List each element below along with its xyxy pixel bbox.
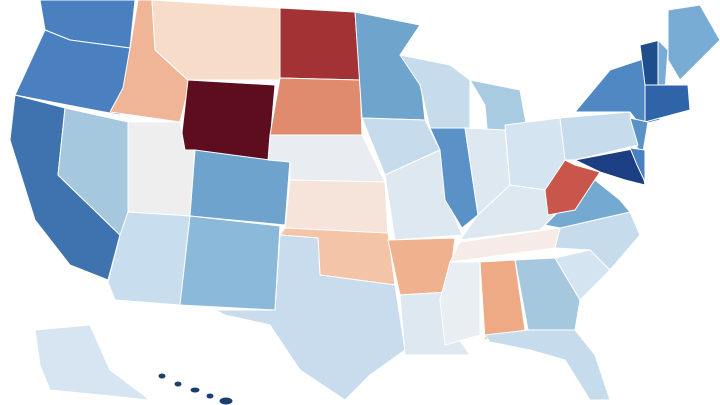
state-region bbox=[151, 0, 281, 81]
state-region bbox=[214, 234, 406, 401]
state-region bbox=[667, 4, 720, 81]
state-region bbox=[657, 39, 669, 91]
state-region bbox=[173, 380, 183, 388]
state-region bbox=[574, 54, 661, 126]
state-region bbox=[189, 386, 201, 394]
state-region bbox=[205, 392, 215, 400]
state-region bbox=[574, 147, 646, 186]
state-region bbox=[269, 77, 363, 136]
state-region bbox=[629, 147, 646, 183]
state-region bbox=[279, 7, 361, 81]
state-region bbox=[559, 111, 639, 161]
state-region bbox=[218, 396, 234, 405]
state-region bbox=[179, 215, 281, 311]
state-region bbox=[284, 179, 389, 236]
state-region bbox=[157, 372, 167, 380]
state-region bbox=[189, 149, 291, 226]
state-region bbox=[439, 261, 481, 346]
state-region bbox=[34, 324, 151, 401]
state-region bbox=[514, 257, 581, 331]
state-region bbox=[644, 84, 691, 123]
state-region bbox=[484, 329, 611, 401]
